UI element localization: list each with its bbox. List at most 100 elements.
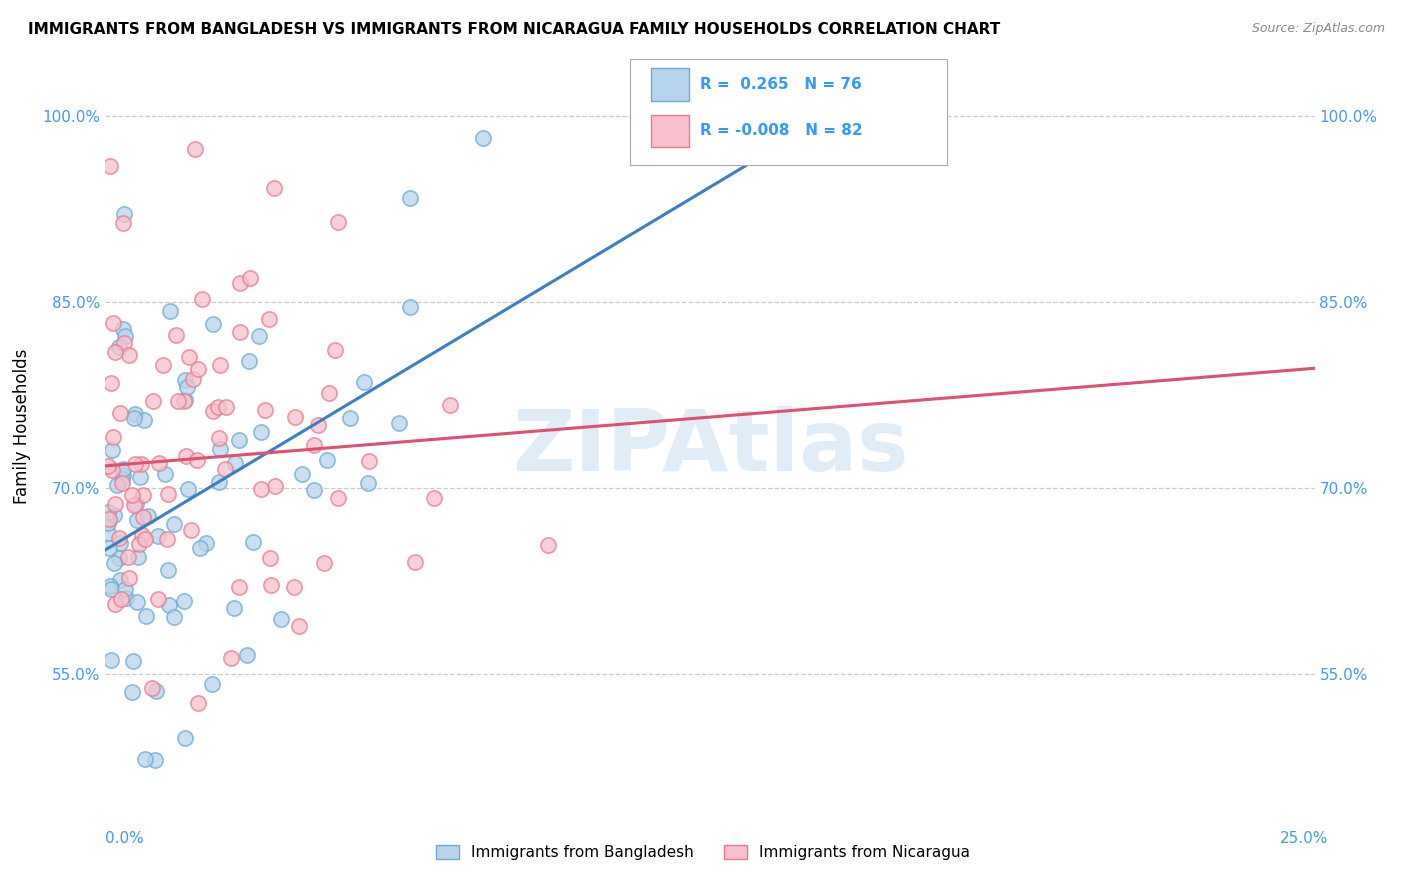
- Point: [247, 329, 270, 343]
- Point: [100, 582, 122, 596]
- Point: [288, 619, 311, 633]
- Text: 0.0%: 0.0%: [105, 831, 145, 846]
- Point: [117, 550, 139, 565]
- Point: [159, 304, 181, 318]
- Point: [125, 595, 148, 609]
- Point: [141, 681, 163, 695]
- Point: [359, 454, 381, 468]
- Point: [399, 300, 422, 314]
- Point: [107, 340, 129, 354]
- Point: [187, 361, 209, 376]
- Text: R =  0.265   N = 76: R = 0.265 N = 76: [700, 77, 862, 92]
- Point: [114, 582, 136, 596]
- Point: [180, 523, 202, 537]
- Point: [179, 351, 201, 365]
- Point: [98, 579, 121, 593]
- Point: [118, 348, 141, 362]
- Point: [260, 578, 283, 592]
- Point: [97, 516, 120, 531]
- Point: [194, 535, 217, 549]
- Point: [388, 416, 411, 430]
- Point: [143, 753, 166, 767]
- Point: [97, 512, 120, 526]
- Point: [284, 410, 307, 425]
- Point: [259, 550, 281, 565]
- Point: [101, 463, 124, 477]
- Text: ZIPAtlas: ZIPAtlas: [512, 406, 908, 489]
- Point: [257, 312, 280, 326]
- Point: [250, 425, 273, 440]
- Point: [131, 528, 153, 542]
- Point: [100, 376, 122, 390]
- Point: [162, 609, 184, 624]
- Point: [323, 343, 346, 357]
- FancyBboxPatch shape: [651, 114, 689, 147]
- Point: [124, 497, 146, 511]
- Point: [353, 375, 375, 389]
- Point: [112, 462, 135, 476]
- Point: [156, 532, 179, 546]
- Text: Source: ZipAtlas.com: Source: ZipAtlas.com: [1251, 22, 1385, 36]
- Point: [224, 601, 246, 615]
- Point: [228, 433, 250, 447]
- Point: [121, 488, 143, 502]
- Point: [208, 359, 231, 373]
- FancyBboxPatch shape: [651, 68, 689, 101]
- Point: [103, 556, 125, 570]
- Point: [208, 475, 231, 489]
- Point: [135, 609, 157, 624]
- Point: [263, 181, 285, 195]
- Point: [114, 329, 136, 343]
- Point: [97, 505, 120, 519]
- Point: [176, 379, 198, 393]
- Point: [208, 431, 231, 445]
- Point: [97, 526, 120, 541]
- Point: [97, 458, 120, 473]
- Point: [174, 392, 197, 407]
- Point: [238, 354, 260, 368]
- Point: [111, 467, 134, 482]
- Point: [110, 406, 132, 420]
- Point: [307, 418, 329, 433]
- Point: [439, 398, 461, 412]
- Point: [471, 131, 494, 145]
- Point: [219, 651, 242, 665]
- Point: [101, 792, 124, 806]
- Point: [104, 597, 127, 611]
- Point: [115, 591, 138, 606]
- Point: [146, 591, 169, 606]
- Point: [239, 271, 262, 285]
- Point: [207, 401, 229, 415]
- Point: [191, 293, 214, 307]
- Point: [304, 483, 326, 497]
- Point: [134, 532, 156, 546]
- Point: [173, 731, 195, 746]
- Point: [201, 677, 224, 691]
- Point: [314, 556, 336, 570]
- Point: [121, 685, 143, 699]
- Point: [105, 478, 128, 492]
- Point: [254, 402, 277, 417]
- Point: [129, 457, 152, 471]
- Point: [101, 430, 124, 444]
- Y-axis label: Family Households: Family Households: [14, 348, 31, 504]
- Point: [264, 479, 287, 493]
- Point: [100, 653, 122, 667]
- Point: [250, 482, 273, 496]
- Point: [229, 325, 252, 339]
- Point: [110, 536, 132, 550]
- Point: [229, 277, 252, 291]
- Point: [108, 531, 131, 545]
- Point: [111, 472, 134, 486]
- Point: [302, 438, 325, 452]
- Point: [163, 516, 186, 531]
- Point: [328, 491, 350, 505]
- Point: [145, 683, 167, 698]
- Point: [127, 550, 149, 565]
- Point: [98, 159, 121, 173]
- Legend: Immigrants from Bangladesh, Immigrants from Nicaragua: Immigrants from Bangladesh, Immigrants f…: [430, 839, 976, 866]
- Point: [270, 612, 292, 626]
- Point: [128, 537, 150, 551]
- Point: [173, 394, 195, 409]
- Point: [125, 513, 148, 527]
